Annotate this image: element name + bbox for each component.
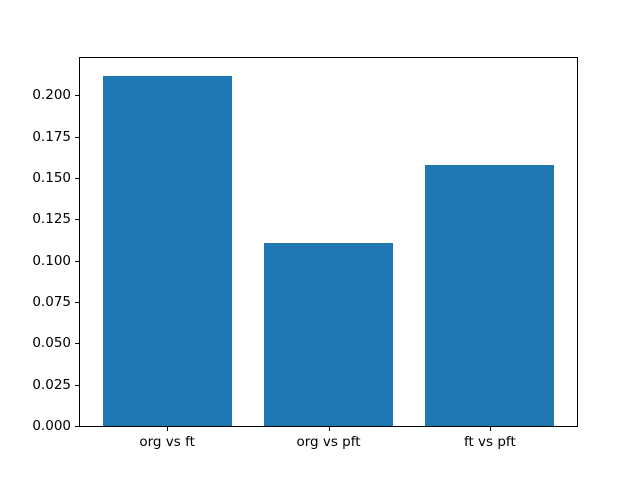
y-tick-label: 0.075 xyxy=(32,294,71,310)
y-tick-label: 0.025 xyxy=(32,376,71,393)
y-tick-mark xyxy=(75,302,79,303)
x-tick-mark xyxy=(328,427,330,431)
y-tick-mark xyxy=(75,95,79,97)
y-tick-mark xyxy=(75,219,79,221)
y-tick-label: 0.000 xyxy=(32,418,71,434)
x-tick-label-org-vs-ft: org vs ft xyxy=(139,434,195,450)
x-tick-label-ft-vs-pft: ft vs pft xyxy=(463,434,516,450)
bar-org-vs-pft xyxy=(263,242,394,426)
y-tick-mark xyxy=(75,178,79,180)
y-tick-label: 0.175 xyxy=(32,128,71,145)
bar-org-vs-ft xyxy=(102,75,232,426)
y-tick-label: 0.125 xyxy=(32,211,71,228)
y-tick-label: 0.050 xyxy=(32,335,71,352)
y-tick-label: 0.100 xyxy=(32,252,71,269)
y-tick-mark xyxy=(75,426,79,427)
y-tick-mark xyxy=(75,384,79,386)
bar-ft-vs-pft xyxy=(425,164,555,426)
x-tick-label-org-vs-pft: org vs pft xyxy=(296,434,361,450)
plot-area xyxy=(79,57,578,427)
x-tick-mark xyxy=(489,427,491,431)
y-tick-mark xyxy=(75,136,79,138)
y-tick-mark xyxy=(75,260,79,262)
y-tick-label: 0.200 xyxy=(32,87,71,104)
x-tick-mark xyxy=(167,427,169,431)
y-tick-label: 0.150 xyxy=(32,170,71,187)
y-tick-mark xyxy=(75,343,79,345)
